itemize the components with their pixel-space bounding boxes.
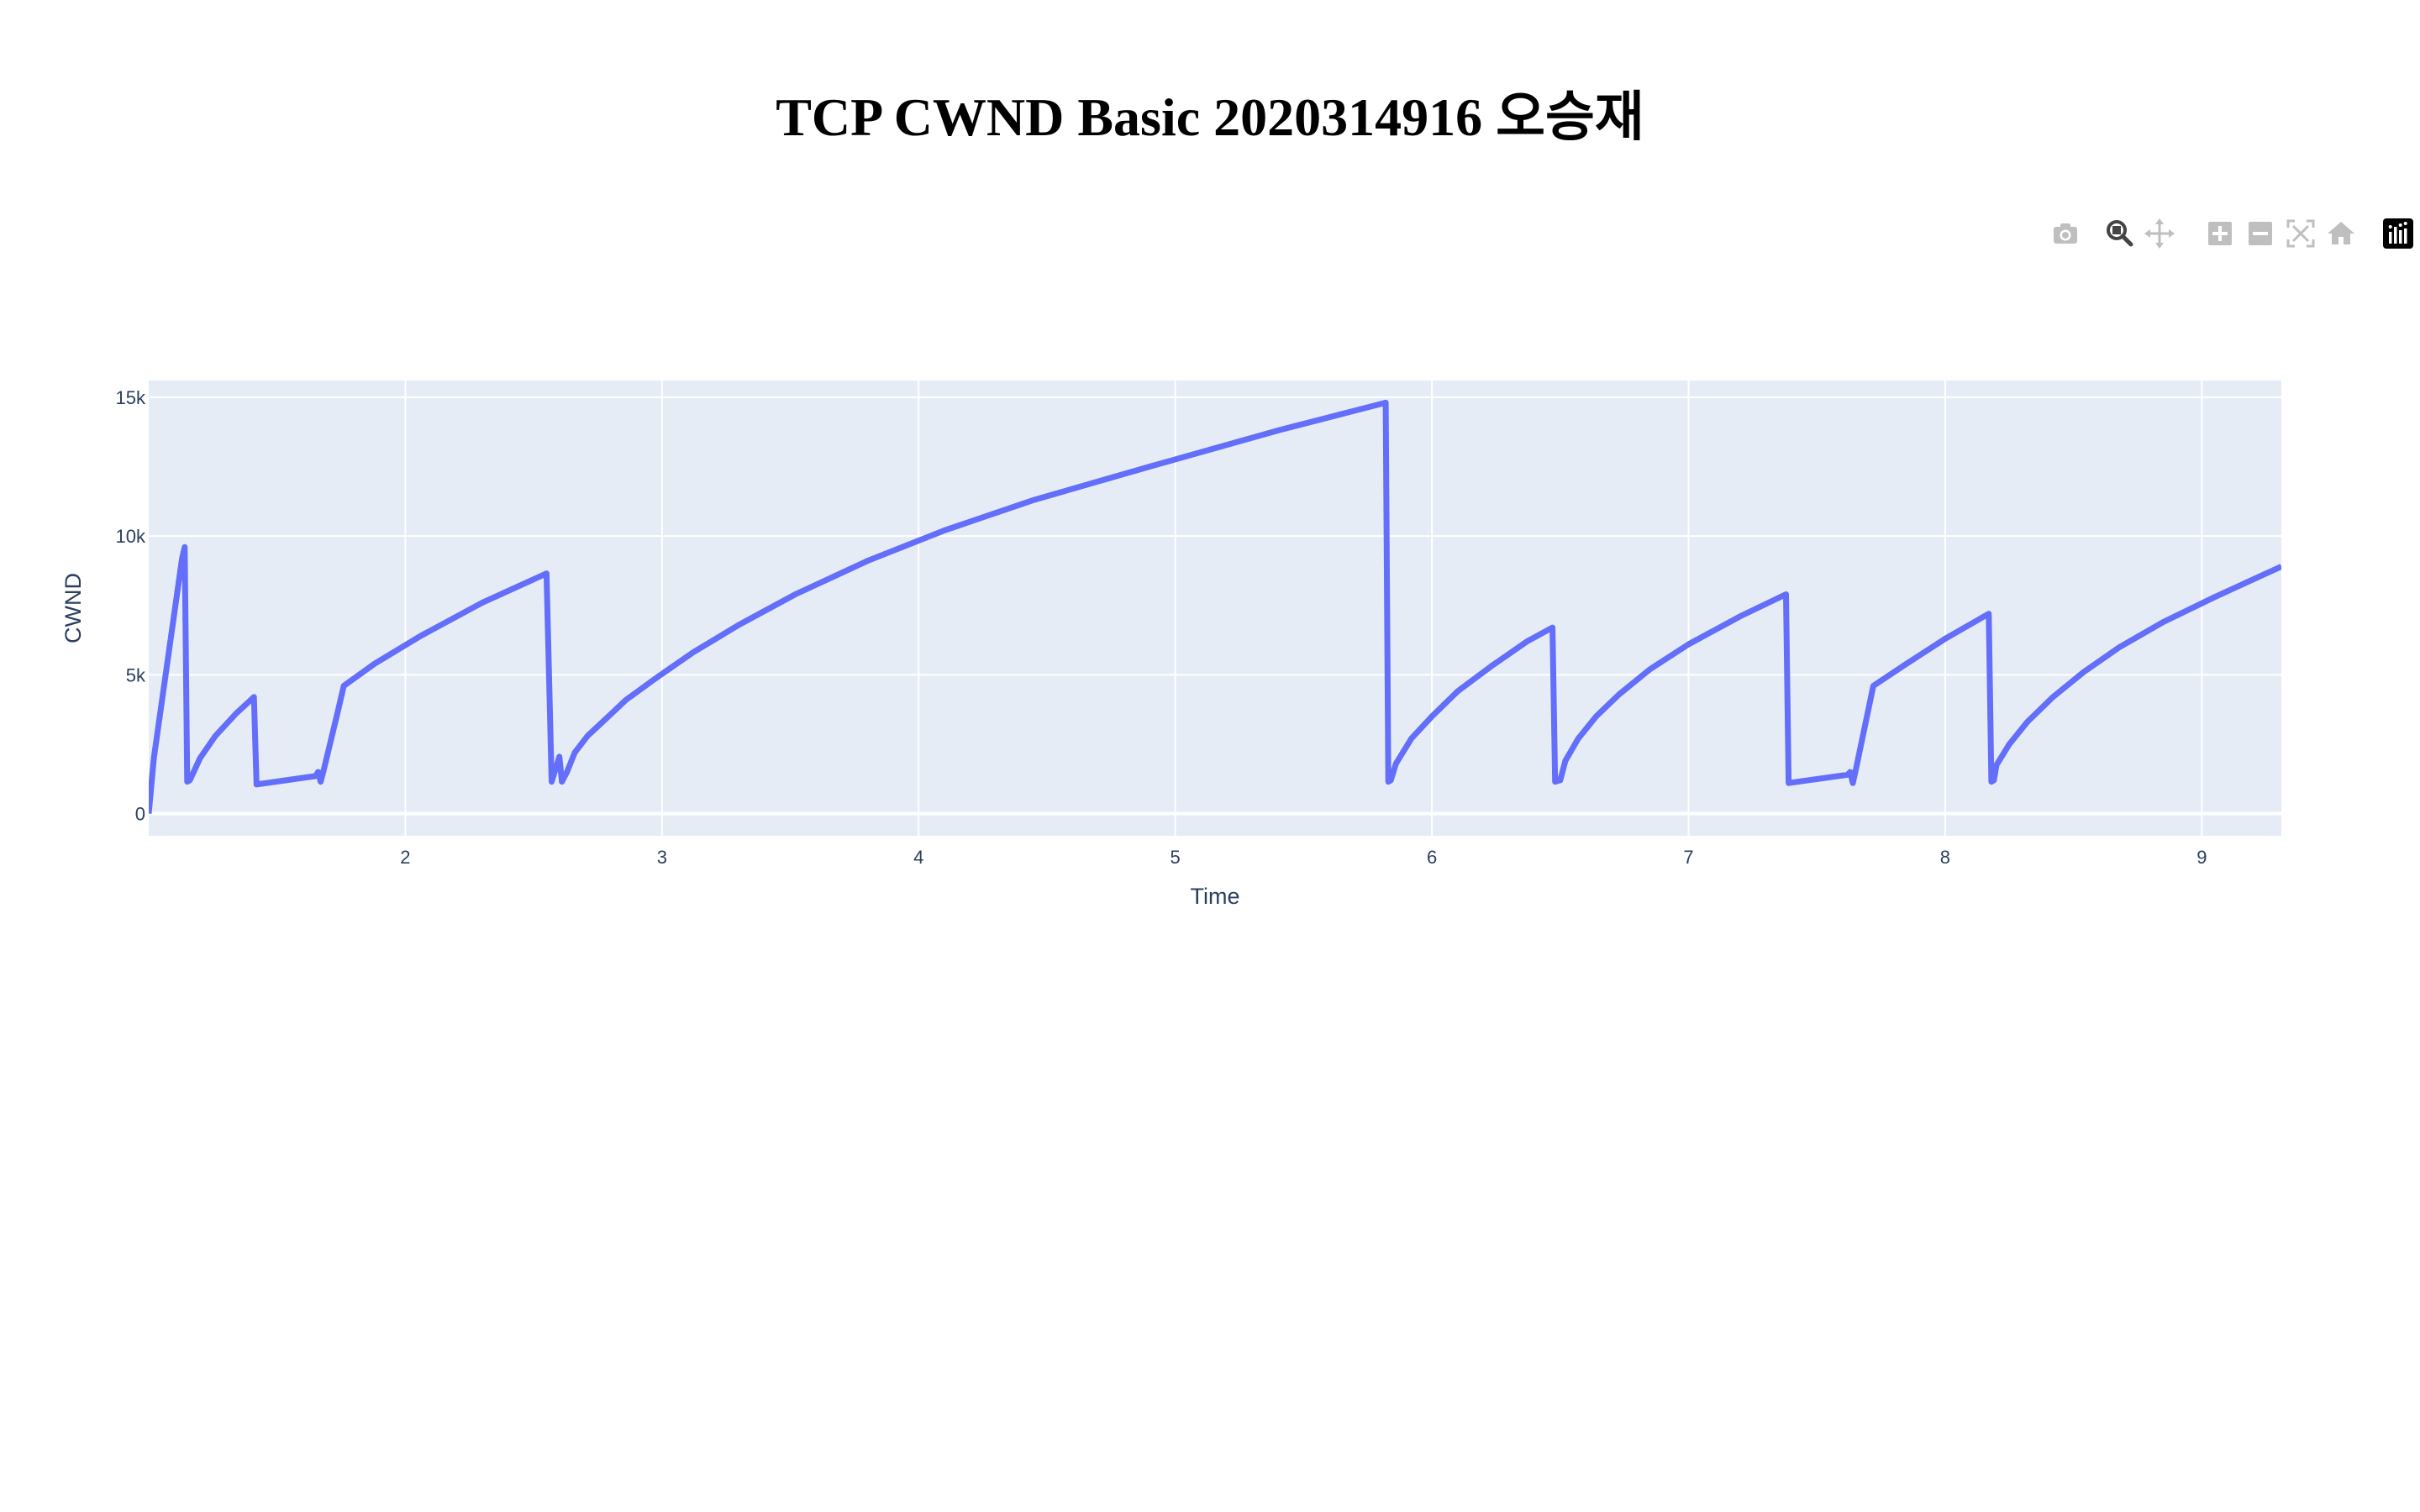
zoom-out-button[interactable] (2244, 217, 2277, 250)
reset-axes-button[interactable] (2324, 217, 2358, 250)
zoom-magnifier-icon (2107, 220, 2133, 247)
y-axis-title: CWND (60, 573, 86, 643)
x-axis-ticks: 2 3 4 5 6 7 8 9 (400, 847, 2207, 868)
y-axis-ticks: 0 5k 10k 15k (116, 387, 146, 825)
x-tick-label: 6 (1427, 847, 1437, 868)
y-tick-label: 15k (116, 387, 146, 408)
x-tick-label: 7 (1683, 847, 1693, 868)
y-tick-label: 5k (126, 664, 146, 685)
autoscale-icon (2286, 219, 2315, 248)
zoom-out-icon (2249, 222, 2272, 245)
x-tick-label: 4 (913, 847, 923, 868)
camera-icon (2054, 223, 2077, 244)
autoscale-button[interactable] (2284, 217, 2317, 250)
home-icon (2328, 222, 2354, 244)
zoom-in-button[interactable] (2203, 217, 2237, 250)
plot-area[interactable] (149, 381, 2281, 836)
download-plot-button[interactable] (2049, 217, 2082, 250)
x-tick-label: 8 (1940, 847, 1950, 868)
pan-arrows-icon (2144, 218, 2175, 249)
plotly-logo-icon (2383, 218, 2413, 249)
y-tick-label: 0 (135, 804, 145, 825)
zoom-button[interactable] (2102, 217, 2136, 250)
grid-lines (149, 381, 2281, 836)
zoom-in-icon (2208, 222, 2232, 245)
data-traces (149, 399, 2281, 814)
pan-button[interactable] (2143, 217, 2176, 250)
x-tick-label: 2 (400, 847, 410, 868)
cwnd-series-line[interactable] (149, 399, 2281, 814)
x-tick-label: 5 (1171, 847, 1181, 868)
plotly-logo-button[interactable] (2381, 217, 2415, 250)
chart-title: TCP CWND Basic 2020314916 오승재 (776, 87, 1644, 147)
x-axis-title: Time (1191, 884, 1240, 909)
x-tick-label: 9 (2196, 847, 2207, 868)
y-tick-label: 10k (116, 526, 146, 547)
x-tick-label: 3 (657, 847, 667, 868)
